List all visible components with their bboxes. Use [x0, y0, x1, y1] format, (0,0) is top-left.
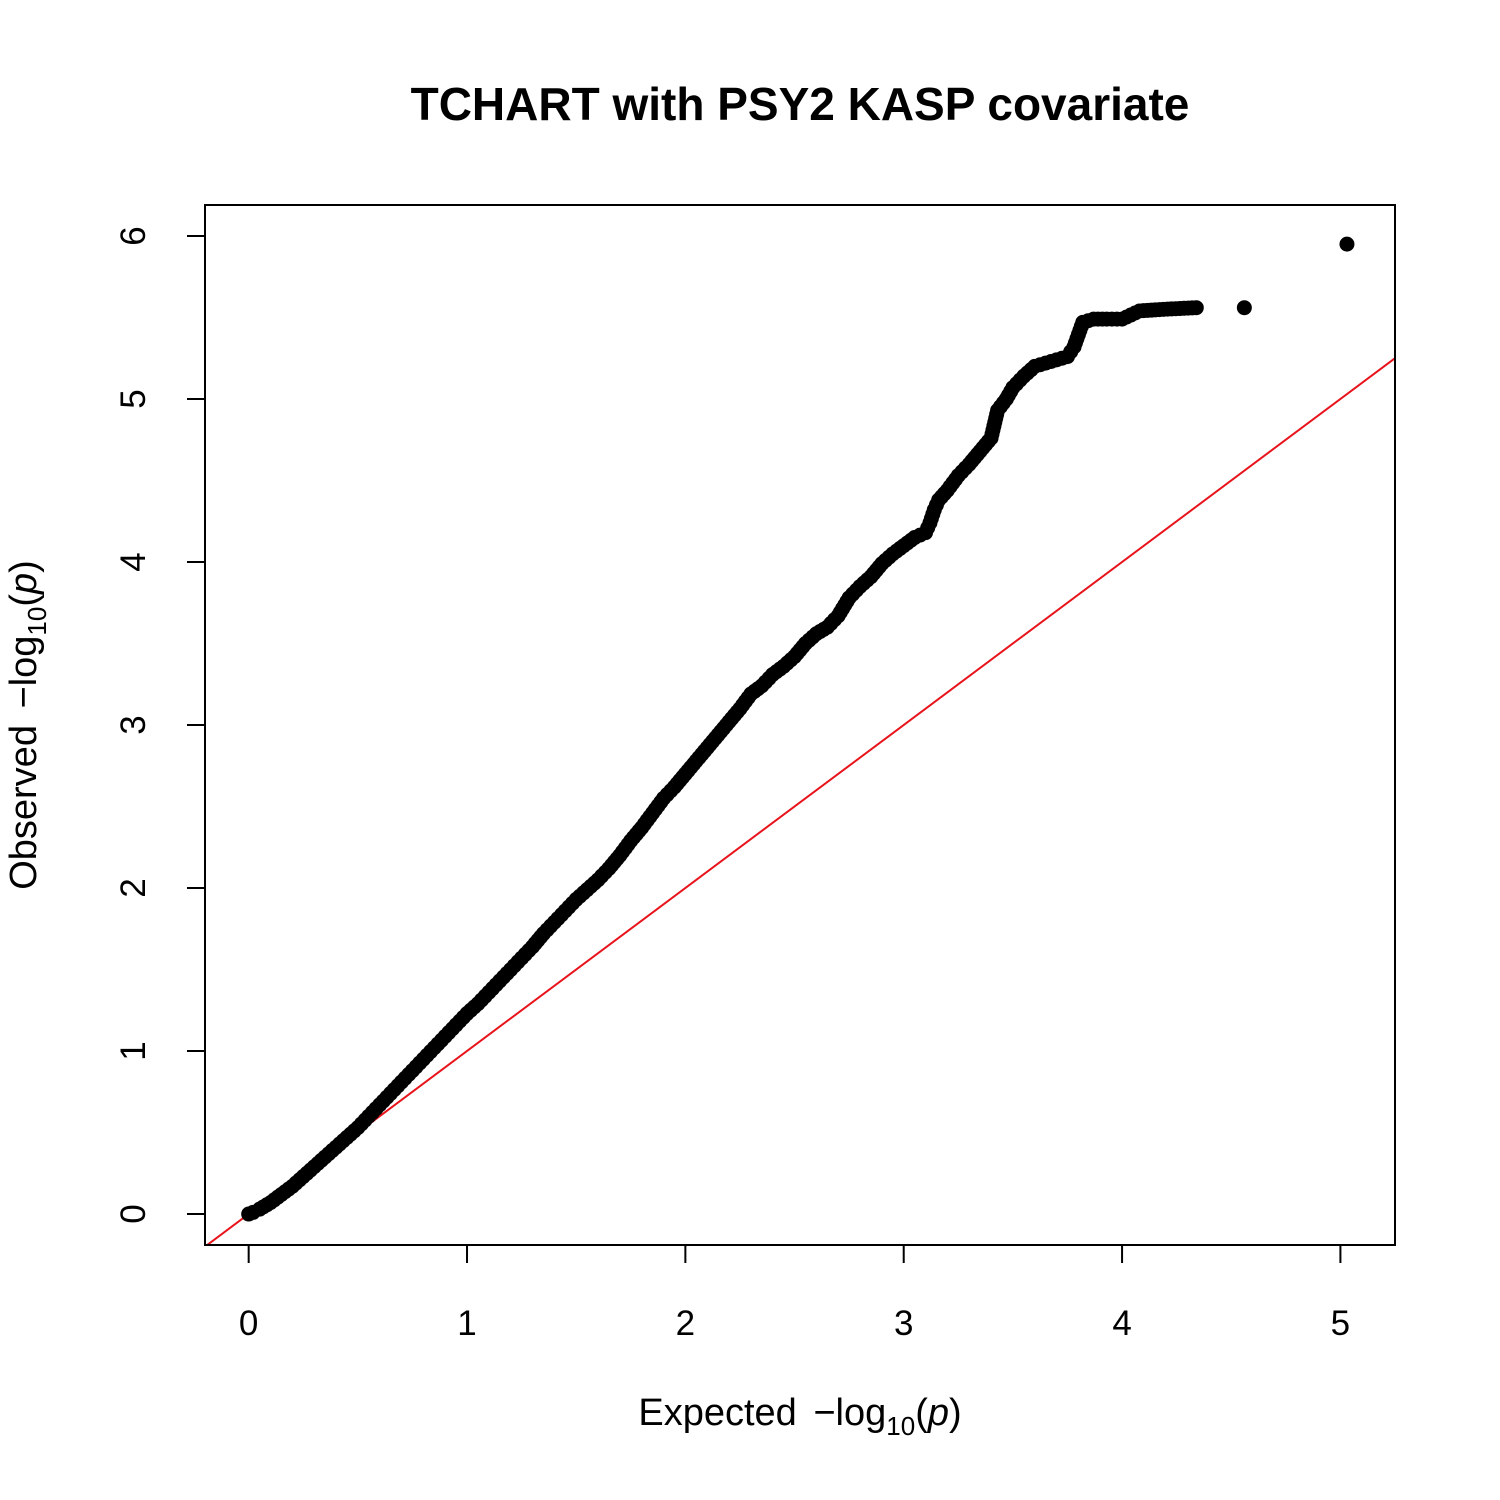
y-tick-label: 6	[114, 226, 153, 245]
y-tick-label: 2	[114, 878, 153, 897]
data-point	[1236, 300, 1252, 316]
y-tick-label: 1	[114, 1041, 153, 1060]
y-tick-label: 0	[114, 1204, 153, 1223]
x-tick-label: 4	[1112, 1304, 1131, 1343]
y-tick-label: 5	[114, 389, 153, 408]
y-tick-label: 4	[114, 552, 153, 571]
x-tick-label: 3	[894, 1304, 913, 1343]
data-point	[1188, 300, 1204, 316]
x-tick-label: 2	[676, 1304, 695, 1343]
reference-line-group	[205, 357, 1395, 1245]
plot-frame	[204, 204, 1396, 1246]
reference-line	[205, 357, 1395, 1245]
x-axis: 0 1 2 3 4 5	[239, 1244, 1350, 1343]
x-axis-label: Expected −log10(p)	[638, 1392, 961, 1441]
x-tick-label: 5	[1331, 1304, 1350, 1343]
data-points	[241, 236, 1355, 1222]
data-point	[1339, 236, 1355, 252]
x-tick-label: 0	[239, 1304, 258, 1343]
chart-title: TCHART with PSY2 KASP covariate	[411, 78, 1190, 130]
x-tick-label: 1	[457, 1304, 476, 1343]
y-tick-label: 3	[114, 715, 153, 734]
y-axis-label: Observed −log10(p)	[3, 560, 52, 890]
y-axis: 0 1 2 3 4 5 6	[114, 226, 206, 1224]
